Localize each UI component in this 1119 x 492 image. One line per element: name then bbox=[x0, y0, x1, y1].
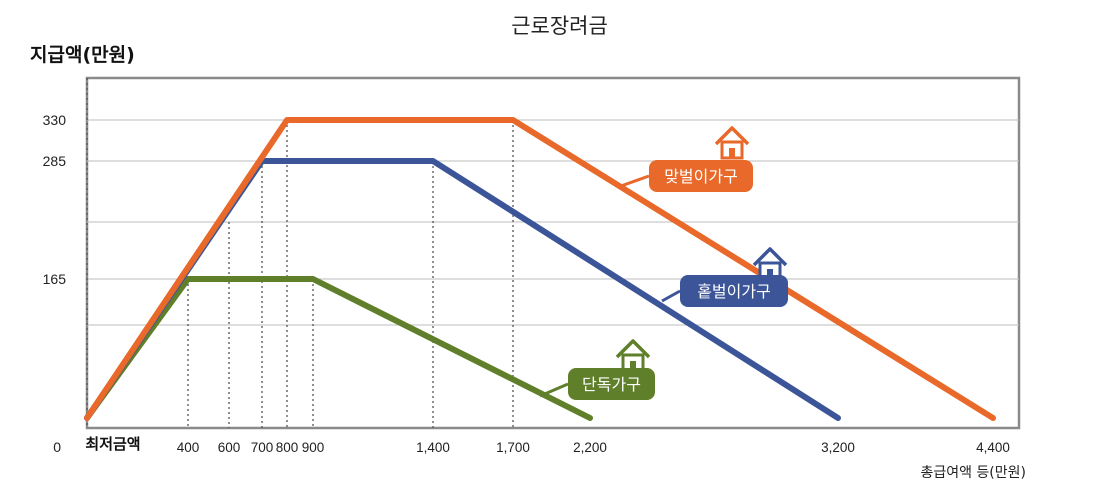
x-tick-900: 900 bbox=[302, 440, 325, 455]
house-roof-icon-1 bbox=[752, 247, 788, 267]
house-door-icon-0 bbox=[729, 148, 735, 158]
x-tick-4400: 4,400 bbox=[976, 440, 1010, 455]
house-door-icon-1 bbox=[767, 269, 773, 279]
y-tick-285: 285 bbox=[43, 153, 67, 169]
x-tick-1400: 1,400 bbox=[416, 440, 450, 455]
x-tick-400: 400 bbox=[177, 440, 200, 455]
house-roof-icon-2 bbox=[615, 339, 651, 359]
x-tick-3200: 3,200 bbox=[821, 440, 855, 455]
house-roof-icon-0 bbox=[714, 126, 750, 146]
series-line-0 bbox=[84, 117, 996, 421]
series-label-box-0 bbox=[649, 160, 753, 192]
x-axis-label: 총급여액 등(만원) bbox=[920, 465, 1026, 481]
y-axis-label: 지급액(만원) bbox=[30, 44, 135, 66]
series-label-2: 단독가구 bbox=[582, 376, 641, 394]
series-label-box-2 bbox=[568, 368, 655, 400]
series-label-0: 맞벌이가구 bbox=[664, 168, 738, 186]
x-tick-700: 700 bbox=[251, 440, 274, 455]
x-tick-800: 800 bbox=[276, 440, 299, 455]
label-leader-2 bbox=[539, 382, 569, 398]
series-label-box-1 bbox=[680, 275, 788, 307]
series-label-1: 홑벌이가구 bbox=[697, 283, 771, 301]
label-leader-1 bbox=[661, 289, 681, 303]
x-tick-600: 600 bbox=[218, 440, 241, 455]
chart-title: 근로장려금 bbox=[511, 14, 608, 38]
plot-frame bbox=[85, 76, 1021, 430]
x-tick-1700: 1,700 bbox=[496, 440, 530, 455]
house-door-icon-2 bbox=[630, 361, 636, 371]
x-tick-start: 최저금액 bbox=[85, 435, 140, 453]
y-tick-330: 330 bbox=[43, 112, 67, 128]
label-leader-0 bbox=[620, 174, 650, 188]
x-tick-2200: 2,200 bbox=[573, 440, 607, 455]
y-tick-165: 165 bbox=[43, 271, 67, 287]
y-tick-0: 0 bbox=[53, 439, 61, 455]
